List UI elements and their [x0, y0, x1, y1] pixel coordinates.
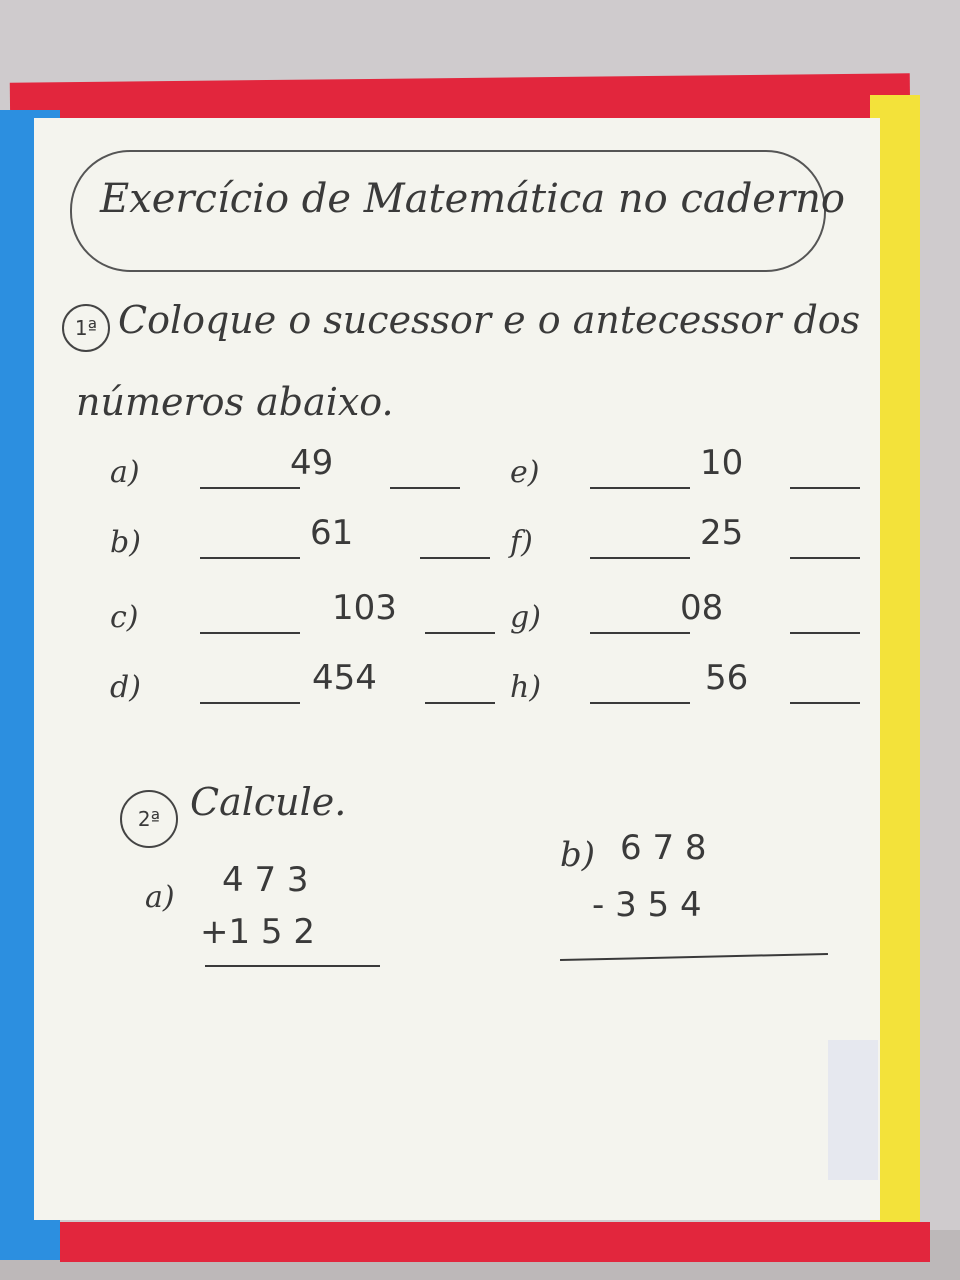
q2a-top: 4 7 3: [222, 860, 309, 900]
successor-blank: [790, 487, 860, 489]
q2-number: 2ª: [120, 790, 178, 848]
successor-blank: [790, 632, 860, 634]
q2b-label: b): [560, 835, 596, 875]
item-label: e): [510, 455, 540, 490]
predecessor-blank: [590, 702, 690, 704]
predecessor-blank: [200, 702, 300, 704]
item-label: h): [510, 670, 542, 705]
brand-sticker: [828, 1040, 878, 1180]
item-value: 10: [700, 443, 744, 483]
predecessor-blank: [590, 487, 690, 489]
successor-blank: [425, 702, 495, 704]
frame-bottom-red: [60, 1222, 930, 1262]
item-label: b): [110, 525, 141, 560]
whiteboard: [34, 118, 880, 1220]
item-label: d): [110, 670, 141, 705]
q2a-sum-line: [205, 965, 380, 967]
successor-blank: [790, 557, 860, 559]
item-value: 49: [290, 443, 334, 483]
predecessor-blank: [590, 632, 690, 634]
item-value: 25: [700, 513, 744, 553]
item-value: 454: [312, 658, 377, 698]
predecessor-blank: [200, 632, 300, 634]
q2b-top: 6 7 8: [620, 828, 707, 868]
item-label: c): [110, 600, 139, 635]
q1-text: Coloque o sucessor e o antecessor dos: [118, 298, 861, 342]
item-value: 08: [680, 588, 724, 628]
item-value: 56: [705, 658, 749, 698]
item-value: 103: [332, 588, 397, 628]
predecessor-blank: [590, 557, 690, 559]
successor-blank: [420, 557, 490, 559]
successor-blank: [425, 632, 495, 634]
title-box: [70, 150, 826, 272]
q2b-bottom: - 3 5 4: [592, 885, 702, 925]
successor-blank: [790, 702, 860, 704]
item-value: 61: [310, 513, 354, 553]
title: Exercício de Matemática no caderno: [100, 176, 845, 222]
q1-number: 1ª: [62, 304, 110, 352]
item-label: a): [110, 455, 140, 490]
q1-text-2: números abaixo.: [76, 380, 394, 424]
item-label: f): [510, 525, 533, 560]
item-label: g): [510, 600, 541, 635]
predecessor-blank: [200, 487, 300, 489]
successor-blank: [390, 487, 460, 489]
q2a-bottom: +1 5 2: [200, 912, 315, 952]
q2-text: Calcule.: [190, 780, 347, 824]
q2a-label: a): [145, 880, 175, 915]
predecessor-blank: [200, 557, 300, 559]
